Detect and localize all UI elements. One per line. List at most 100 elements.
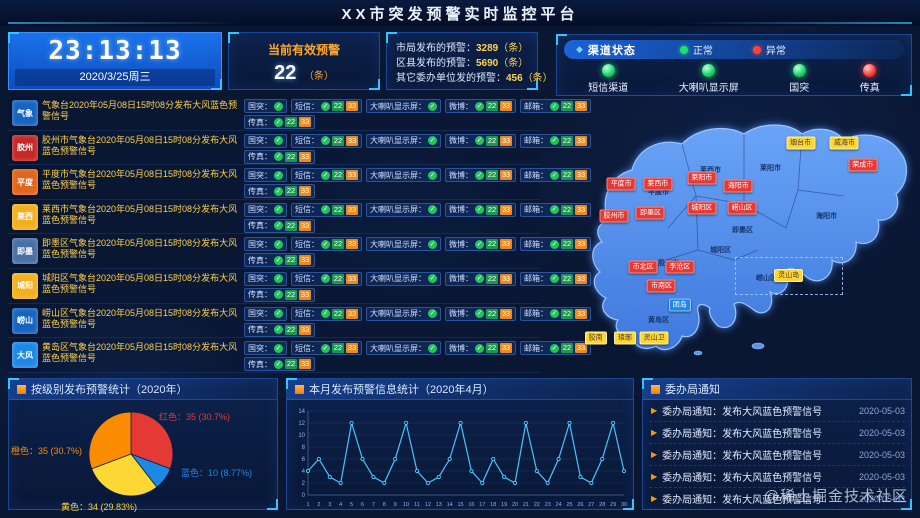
warning-badges: 国突： ✓ 短信： ✓ 22 33 大喇叭显示屏： ✓ 微博： ✓ 22 33 邮箱： ✓ 22 33 传真： ✓… xyxy=(244,338,591,372)
warning-level-stats-panel: 按级别发布预警统计（2020年） 红色：35 (30.7%) 蓝色：10 (8.7… xyxy=(8,378,279,512)
district-label: 平度市 xyxy=(648,187,669,196)
legend-item: 异常 xyxy=(752,42,786,57)
warning-list-item[interactable]: 崂山 崂山区气象台2020年05月08日15时08分发布大风蓝色预警信号 国突： ✓ 短… xyxy=(8,304,591,339)
warning-list-item[interactable]: 莱西 莱西市气象台2020年05月08日15时08分发布大风蓝色预警信号 国突： ✓ 短… xyxy=(8,200,591,235)
legend-label: 异常 xyxy=(765,46,786,57)
check-icon: ✓ xyxy=(550,343,559,353)
map-marker[interactable]: 胶州市 xyxy=(599,209,629,223)
count-badge-green: 22 xyxy=(486,170,498,181)
map-marker[interactable]: 崂山区 xyxy=(727,201,757,215)
clock-date: 2020/3/25周三 xyxy=(15,69,215,86)
svg-text:14: 14 xyxy=(298,409,305,415)
warning-list-item[interactable]: 即墨 即墨区气象台2020年05月08日15时08分发布大风蓝色预警信号 国突： ✓ 短… xyxy=(8,234,591,269)
district-label: 即墨区 xyxy=(732,225,753,234)
pie-slice[interactable] xyxy=(130,411,174,470)
channel-chip: 邮箱： ✓ 22 33 xyxy=(520,271,591,286)
map-marker[interactable]: 胶南 xyxy=(584,331,607,345)
map-marker[interactable]: 李沧区 xyxy=(665,260,695,274)
count-badge-green: 22 xyxy=(285,151,297,162)
check-icon: ✓ xyxy=(274,343,283,353)
notice-row[interactable]: ▶ 委办局通知：发布大风蓝色预警信号 2020-05-03 xyxy=(649,422,905,444)
check-icon: ✓ xyxy=(274,136,283,146)
count-badge-green: 22 xyxy=(486,101,498,111)
count-badge-green: 22 xyxy=(486,273,498,284)
check-icon: ✓ xyxy=(550,309,559,319)
svg-text:2: 2 xyxy=(302,481,306,487)
count-badge-green: 22 xyxy=(561,308,573,319)
warning-list-item[interactable]: 城阳 城阳区气象台2020年05月08日15时08分发布大风蓝色预警信号 国突： ✓ 短… xyxy=(8,269,591,304)
map-marker[interactable]: 莱西市 xyxy=(643,177,673,191)
channel-chip: 短信： ✓ 22 33 xyxy=(291,168,362,183)
map-marker[interactable]: 平度市 xyxy=(606,177,636,191)
chip-label: 国突： xyxy=(248,343,272,353)
channel-label: 大喇叭显示屏 xyxy=(678,83,739,94)
channel-chip: 传真： ✓ 22 33 xyxy=(244,357,315,372)
check-icon: ✓ xyxy=(550,101,559,111)
notice-row[interactable]: ▶ 委办局通知：发布大风蓝色预警信号 2020-05-03 xyxy=(649,400,905,422)
count-badge-orange: 33 xyxy=(299,151,311,162)
count-badge-green: 22 xyxy=(332,101,344,111)
map-marker[interactable]: 烟台市 xyxy=(786,136,816,150)
pie-chart: 红色：35 (30.7%) 蓝色：10 (8.77%) 黄色：34 (29.83%)… xyxy=(9,400,279,512)
channel-item: 大喇叭显示屏 xyxy=(679,64,739,94)
chip-label: 微博： xyxy=(449,205,473,215)
map-marker[interactable]: 团岛 xyxy=(668,298,691,312)
channel-chip: 传真： ✓ 22 33 xyxy=(244,115,315,129)
district-label: 崂山区 xyxy=(756,273,777,282)
count-badge-green: 22 xyxy=(285,117,297,127)
chip-label: 微博： xyxy=(449,239,473,249)
channel-status-panel: ◆ 渠道状态 正常 异常 短信渠道 大喇叭显示屏 国突 传真 xyxy=(556,34,912,96)
map-marker[interactable]: 琅琊 xyxy=(613,331,636,345)
svg-text:24: 24 xyxy=(556,502,562,508)
map-marker[interactable]: 灵山卫 xyxy=(639,331,669,345)
channel-chip: 国突： ✓ xyxy=(244,133,287,148)
notice-list: ▶ 委办局通知：发布大风蓝色预警信号 2020-05-03 ▶ 委办局通知：发布大风蓝色… xyxy=(643,400,911,510)
svg-text:8: 8 xyxy=(383,502,386,508)
map-marker[interactable]: 即墨区 xyxy=(635,206,665,220)
warning-list-item[interactable]: 胶州 胶州市气象台2020年05月08日15时08分发布大风蓝色预警信号 国突： ✓ 短… xyxy=(8,131,591,166)
office-notice-panel: 委办局通知 ▶ 委办局通知：发布大风蓝色预警信号 2020-05-03 ▶ 委办局通知：… xyxy=(642,378,912,510)
notice-row[interactable]: ▶ 委办局通知：发布大风蓝色预警信号 2020-05-03 xyxy=(649,466,905,488)
check-icon: ✓ xyxy=(550,170,559,180)
warning-list-item[interactable]: 平度 平度市气象台2020年05月08日15时08分发布大风蓝色预警信号 国突： ✓ 短… xyxy=(8,165,591,200)
count-badge-green: 22 xyxy=(285,186,297,197)
notice-row[interactable]: ▶ 委办局通知：发布大风蓝色预警信号 2020-05-03 xyxy=(649,444,905,466)
map-marker[interactable]: 威海市 xyxy=(829,136,859,150)
pie-slice-label: 蓝色：10 (8.77%) xyxy=(181,468,253,478)
chip-label: 国突： xyxy=(248,239,272,249)
map-marker[interactable]: 灵山岛 xyxy=(774,269,804,283)
region-map[interactable]: 平度市莱西市莱阳市海阳市即墨区胶州市城阳区崂山区黄岛区 烟台市威海市荣成市平度市… xyxy=(548,100,914,370)
notice-text: 委办局通知：发布大风蓝色预警信号 xyxy=(662,473,823,484)
district-label: 莱阳市 xyxy=(760,163,781,172)
chip-label: 短信： xyxy=(295,101,319,111)
monthly-warning-stats-panel: 本月发布预警信息统计（2020年4月） 0 2 4 6 8 10 12 14 1 2 3 4 5 6 7 8 9… xyxy=(286,378,634,510)
pie-slice[interactable] xyxy=(88,411,132,470)
pie-slice[interactable] xyxy=(91,453,158,497)
check-icon: ✓ xyxy=(475,101,484,111)
map-marker[interactable]: 市北区 xyxy=(628,260,658,274)
warning-list-item[interactable]: 气象 气象台2020年05月08日15时08分发布大风蓝色预警信号 国突： ✓ 短信： ✓… xyxy=(8,96,591,131)
check-icon: ✓ xyxy=(321,205,330,215)
count-badge-orange: 33 xyxy=(346,101,358,111)
chip-label: 大喇叭显示屏： xyxy=(370,136,426,146)
map-marker[interactable]: 莱阳市 xyxy=(687,171,717,185)
notice-date: 2020-05-03 xyxy=(858,427,905,438)
map-marker[interactable]: 城阳区 xyxy=(687,201,717,215)
map-marker[interactable]: 荣成市 xyxy=(848,158,878,172)
channel-chip: 大喇叭显示屏： ✓ xyxy=(366,271,441,286)
count-badge-orange: 33 xyxy=(346,343,358,354)
warning-source-icon: 城阳 xyxy=(12,272,38,299)
map-marker[interactable]: 市南区 xyxy=(646,279,676,293)
channel-chip: 大喇叭显示屏： ✓ xyxy=(366,202,441,217)
check-icon: ✓ xyxy=(428,136,437,146)
count-badge-orange: 33 xyxy=(500,204,512,215)
notice-date: 2020-05-03 xyxy=(858,405,905,416)
map-marker[interactable]: 海阳市 xyxy=(723,179,753,193)
warning-list-item[interactable]: 大风 黄岛区气象台2020年05月08日15时08分发布大风蓝色预警信号 国突： ✓ 短… xyxy=(8,338,591,373)
pie-panel-header: 按级别发布预警统计（2020年） xyxy=(9,379,277,400)
stat-value: 456 xyxy=(506,73,523,84)
check-icon: ✓ xyxy=(274,186,283,196)
channel-chip: 传真： ✓ 22 33 xyxy=(244,322,315,337)
notice-row[interactable]: ▶ 委办局通知：发布大风蓝色预警信号 2020-05-03 xyxy=(649,488,905,510)
check-icon: ✓ xyxy=(428,101,437,111)
